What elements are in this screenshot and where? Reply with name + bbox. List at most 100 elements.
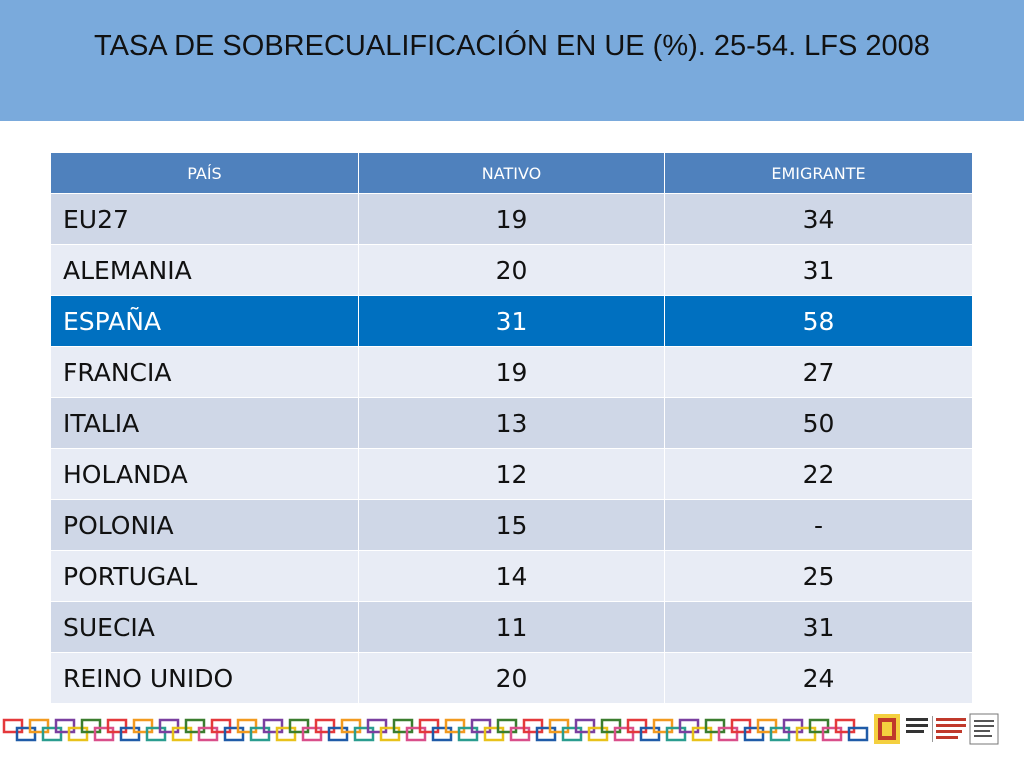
chain-link: [288, 718, 310, 734]
cell-emigrante: 31: [664, 244, 973, 296]
table-row: ITALIA 13 50: [50, 397, 973, 449]
cell-country: ALEMANIA: [50, 244, 359, 296]
table-row: SUECIA 11 31: [50, 601, 973, 653]
cell-nativo: 20: [358, 244, 665, 296]
cell-nativo: 19: [358, 193, 665, 245]
table-row: PORTUGAL 14 25: [50, 550, 973, 602]
chain-link: [67, 726, 89, 742]
footer-chain-decoration: [2, 718, 869, 742]
cell-nativo: 13: [358, 397, 665, 449]
chain-link: [808, 718, 830, 734]
cell-country: ITALIA: [50, 397, 359, 449]
chain-link: [418, 718, 440, 734]
cell-emigrante: -: [664, 499, 973, 551]
chain-link: [483, 726, 505, 742]
table-row: ESPAÑA 31 58: [50, 295, 973, 347]
chain-link: [236, 718, 258, 734]
chain-link: [509, 726, 531, 742]
chain-link: [496, 718, 518, 734]
chain-link: [15, 726, 37, 742]
chain-link: [28, 718, 50, 734]
chain-link: [769, 726, 791, 742]
table-row: FRANCIA 19 27: [50, 346, 973, 398]
chain-link: [847, 726, 869, 742]
chain-link: [145, 726, 167, 742]
chain-link: [171, 726, 193, 742]
chain-link: [93, 726, 115, 742]
chain-link: [626, 718, 648, 734]
chain-link: [613, 726, 635, 742]
chain-link: [561, 726, 583, 742]
ministry-text-icon: [906, 716, 966, 742]
chain-link: [327, 726, 349, 742]
cell-emigrante: 31: [664, 601, 973, 653]
cell-country: EU27: [50, 193, 359, 245]
chain-link: [522, 718, 544, 734]
chain-link: [457, 726, 479, 742]
chain-link: [704, 718, 726, 734]
cell-emigrante: 50: [664, 397, 973, 449]
chain-link: [652, 718, 674, 734]
chain-link: [834, 718, 856, 734]
chain-link: [275, 726, 297, 742]
chain-link: [392, 718, 414, 734]
chain-link: [587, 726, 609, 742]
cell-emigrante: 22: [664, 448, 973, 500]
chain-link: [366, 718, 388, 734]
cell-nativo: 15: [358, 499, 665, 551]
chain-link: [132, 718, 154, 734]
cell-country: ESPAÑA: [50, 295, 359, 347]
chain-link: [54, 718, 76, 734]
chain-link: [691, 726, 713, 742]
chain-link: [158, 718, 180, 734]
slide-title: TASA DE SOBRECUALIFICACIÓN EN UE (%). 25…: [94, 30, 930, 62]
cell-country: PORTUGAL: [50, 550, 359, 602]
chain-link: [80, 718, 102, 734]
chain-link: [314, 718, 336, 734]
chain-link: [210, 718, 232, 734]
chain-link: [470, 718, 492, 734]
chain-link: [821, 726, 843, 742]
chain-link: [756, 718, 778, 734]
table-row: EU27 19 34: [50, 193, 973, 245]
chain-link: [249, 726, 271, 742]
chain-link: [535, 726, 557, 742]
chain-link: [795, 726, 817, 742]
table-row: ALEMANIA 20 31: [50, 244, 973, 296]
chain-link: [41, 726, 63, 742]
chain-link: [548, 718, 570, 734]
column-header-pais: PAÍS: [50, 152, 359, 194]
cell-emigrante: 24: [664, 652, 973, 704]
column-header-emigrante: EMIGRANTE: [664, 152, 973, 194]
cell-nativo: 31: [358, 295, 665, 347]
data-table: PAÍS NATIVO EMIGRANTE EU27 19 34 ALEMANIA 20…: [50, 152, 973, 704]
chain-link: [223, 726, 245, 742]
chain-link: [106, 718, 128, 734]
cell-nativo: 12: [358, 448, 665, 500]
chain-link: [639, 726, 661, 742]
chain-link: [574, 718, 596, 734]
cell-nativo: 11: [358, 601, 665, 653]
cell-emigrante: 34: [664, 193, 973, 245]
chain-link: [353, 726, 375, 742]
coat-of-arms-icon: [874, 714, 900, 744]
cell-emigrante: 27: [664, 346, 973, 398]
chain-link: [743, 726, 765, 742]
cell-country: HOLANDA: [50, 448, 359, 500]
government-logo: [874, 713, 999, 745]
table-row: REINO UNIDO 20 24: [50, 652, 973, 704]
chain-link: [444, 718, 466, 734]
cell-nativo: 14: [358, 550, 665, 602]
cell-nativo: 20: [358, 652, 665, 704]
chain-link: [405, 726, 427, 742]
logo-box-icon: [969, 713, 999, 745]
cell-country: FRANCIA: [50, 346, 359, 398]
chain-link: [678, 718, 700, 734]
cell-country: SUECIA: [50, 601, 359, 653]
chain-link: [262, 718, 284, 734]
chain-link: [600, 718, 622, 734]
table-row: POLONIA 15-: [50, 499, 973, 551]
table-header-row: PAÍS NATIVO EMIGRANTE: [50, 152, 973, 194]
chain-link: [2, 718, 24, 734]
cell-country: POLONIA: [50, 499, 359, 551]
